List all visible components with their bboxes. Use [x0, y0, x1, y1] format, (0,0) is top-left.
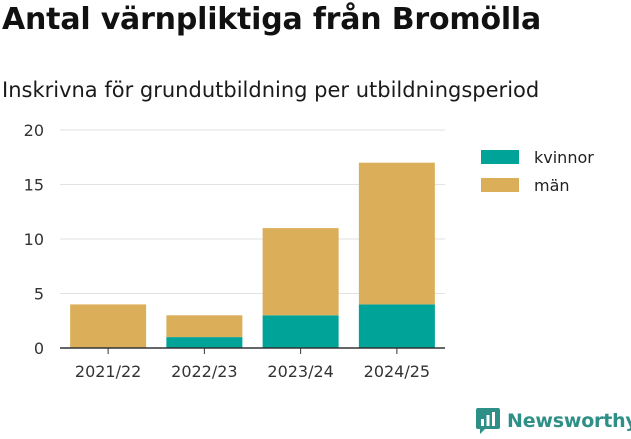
- brand-name: Newsworthy: [507, 410, 631, 432]
- chart-subtitle: Inskrivna för grundutbildning per utbild…: [2, 78, 540, 102]
- newsworthy-logo: Newsworthy: [475, 407, 631, 435]
- legend-label: kvinnor: [534, 148, 594, 167]
- y-tick-label: 0: [34, 339, 44, 358]
- bar-chart: 0 5 10 15 20 2021/22 2022/23 2023/24 2024/25 kvi…: [24, 121, 595, 381]
- legend: kvinnor män: [481, 148, 594, 195]
- bar-segment-kvinnor: [262, 315, 339, 348]
- legend-swatch: [481, 178, 519, 192]
- y-tick-label: 15: [24, 176, 44, 195]
- chart-title: Antal värnpliktiga från Bromölla: [2, 2, 542, 37]
- x-tick-label: 2023/24: [267, 362, 333, 381]
- bar-segment-kvinnor: [166, 337, 243, 348]
- legend-label: män: [534, 176, 570, 195]
- x-tick-label: 2021/22: [75, 362, 141, 381]
- bar-segment-man: [70, 304, 147, 348]
- bar-segment-man: [166, 315, 243, 338]
- x-tick-label: 2024/25: [364, 362, 430, 381]
- axes: 0 5 10 15 20 2021/22 2022/23 2023/24 2024/25: [24, 121, 445, 381]
- y-tick-label: 10: [24, 230, 44, 249]
- bar-segment-man: [262, 228, 339, 316]
- y-tick-label: 20: [24, 121, 44, 140]
- bar-chart-speech-bubble-icon: [476, 408, 500, 434]
- bars: [70, 162, 435, 348]
- legend-swatch: [481, 150, 519, 164]
- bar-segment-man: [358, 162, 435, 305]
- y-tick-label: 5: [34, 285, 44, 304]
- x-tick-label: 2022/23: [171, 362, 237, 381]
- bar-segment-kvinnor: [358, 304, 435, 348]
